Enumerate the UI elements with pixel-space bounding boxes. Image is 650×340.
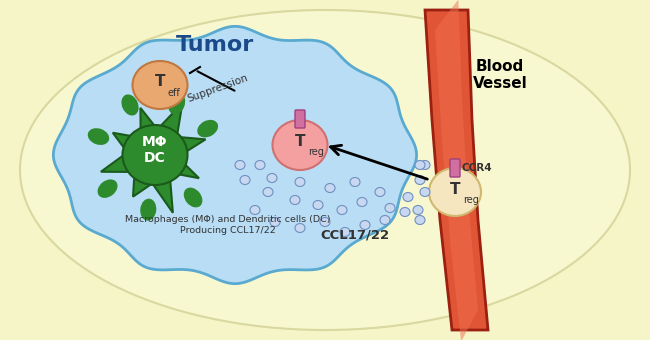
Ellipse shape — [88, 128, 109, 145]
Ellipse shape — [122, 125, 187, 185]
Ellipse shape — [250, 205, 260, 215]
Ellipse shape — [267, 173, 277, 183]
Ellipse shape — [197, 120, 218, 137]
Text: T: T — [450, 182, 460, 197]
Ellipse shape — [413, 205, 423, 215]
Ellipse shape — [320, 218, 330, 226]
Ellipse shape — [420, 160, 430, 170]
Ellipse shape — [255, 160, 265, 170]
Text: reg: reg — [463, 195, 479, 205]
Ellipse shape — [429, 168, 481, 216]
Ellipse shape — [380, 216, 390, 224]
Ellipse shape — [420, 187, 430, 197]
Ellipse shape — [140, 199, 156, 221]
Ellipse shape — [290, 195, 300, 204]
Ellipse shape — [133, 61, 187, 109]
Ellipse shape — [357, 198, 367, 206]
Ellipse shape — [360, 221, 370, 230]
Ellipse shape — [263, 187, 273, 197]
Ellipse shape — [385, 204, 395, 212]
Ellipse shape — [403, 192, 413, 202]
Ellipse shape — [340, 227, 350, 237]
Text: T: T — [155, 74, 165, 89]
FancyBboxPatch shape — [450, 159, 460, 177]
Ellipse shape — [375, 187, 385, 197]
Text: Suppression: Suppression — [186, 72, 250, 104]
Ellipse shape — [98, 180, 118, 198]
Ellipse shape — [400, 207, 410, 217]
Polygon shape — [53, 26, 417, 284]
Ellipse shape — [350, 177, 360, 187]
Text: CCL17/22: CCL17/22 — [320, 228, 389, 241]
Ellipse shape — [122, 95, 138, 116]
Ellipse shape — [270, 218, 280, 226]
Ellipse shape — [415, 160, 425, 170]
Text: reg: reg — [308, 147, 324, 157]
Ellipse shape — [325, 184, 335, 192]
Text: T: T — [294, 135, 305, 150]
Text: Macrophages (MΦ) and Dendritic cells (DC)
Producing CCL17/22: Macrophages (MΦ) and Dendritic cells (DC… — [125, 215, 331, 235]
Text: CCR4: CCR4 — [462, 163, 493, 173]
Text: eff: eff — [168, 88, 181, 98]
Ellipse shape — [415, 175, 425, 185]
Ellipse shape — [272, 120, 328, 170]
Text: MΦ
DC: MΦ DC — [142, 135, 168, 165]
Ellipse shape — [295, 223, 305, 233]
Ellipse shape — [415, 216, 425, 224]
Ellipse shape — [184, 188, 202, 207]
Polygon shape — [435, 0, 478, 340]
Ellipse shape — [20, 10, 630, 330]
Ellipse shape — [168, 93, 185, 114]
Text: Blood
Vessel: Blood Vessel — [473, 59, 527, 91]
Ellipse shape — [240, 175, 250, 185]
Ellipse shape — [235, 160, 245, 170]
Ellipse shape — [313, 201, 323, 209]
FancyBboxPatch shape — [295, 110, 305, 128]
Ellipse shape — [295, 177, 305, 187]
Ellipse shape — [337, 205, 347, 215]
Polygon shape — [101, 103, 205, 213]
Text: Tumor: Tumor — [176, 35, 254, 55]
Polygon shape — [425, 10, 488, 330]
